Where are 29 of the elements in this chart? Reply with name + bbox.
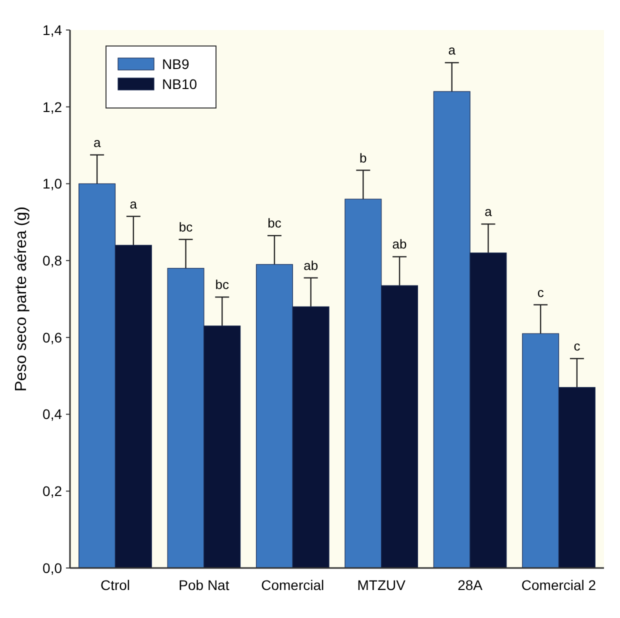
annotation: c <box>574 338 581 354</box>
x-tick-label: Ctrol <box>100 577 130 593</box>
x-tick-label: Comercial <box>261 577 324 593</box>
x-tick-label: Pob Nat <box>178 577 230 593</box>
legend-label: NB9 <box>162 56 190 72</box>
annotation: c <box>537 284 544 300</box>
annotation: bc <box>178 219 194 234</box>
y-tick-label: 0,4 <box>42 406 62 422</box>
y-tick-label: 0,2 <box>42 483 62 500</box>
y-tick-label: 0,6 <box>42 329 62 346</box>
y-tick-label: 0,8 <box>42 252 62 268</box>
x-tick-label: MTZUV <box>357 577 406 593</box>
annotation: a <box>93 134 102 150</box>
annotation: a <box>484 204 493 220</box>
annotation: b <box>360 150 367 166</box>
y-tick-label: 1,4 <box>42 22 62 38</box>
annotation: a <box>130 196 138 212</box>
x-tick-label: Comercial 2 <box>521 577 596 593</box>
annotation: ab <box>304 258 318 273</box>
y-axis-title: Peso seco parte aérea (g) <box>13 206 30 392</box>
annotation: bc <box>215 277 230 292</box>
annotation: ab <box>392 236 407 252</box>
legend-label: NB10 <box>162 76 198 92</box>
annotation: bc <box>268 216 282 231</box>
y-tick-label: 1,0 <box>42 176 62 192</box>
x-tick-label: 28A <box>458 577 484 593</box>
annotation: a <box>448 42 456 58</box>
y-tick-label: 1,2 <box>42 98 62 115</box>
y-tick-label: 0,0 <box>42 560 62 576</box>
